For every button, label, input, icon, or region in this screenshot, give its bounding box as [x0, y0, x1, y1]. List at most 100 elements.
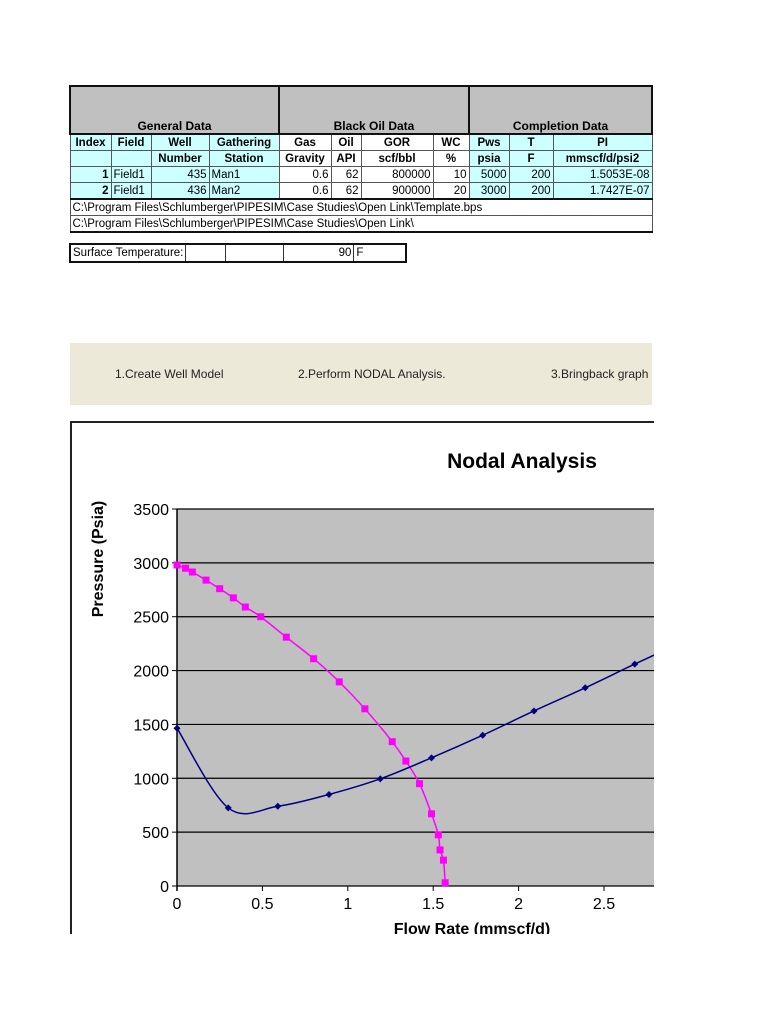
data-point	[224, 804, 232, 812]
column-header[interactable]: GOR	[360, 133, 434, 151]
section-general-data[interactable]: General Data	[69, 85, 280, 135]
empty-cell[interactable]	[185, 243, 227, 263]
x-tick-label: 2.5	[593, 896, 615, 913]
y-tick-label: 2500	[133, 610, 169, 627]
x-tick-label: 1.5	[422, 896, 444, 913]
folder-path-cell[interactable]: C:\Program Files\Schlumberger\PIPESIM\Ca…	[69, 215, 653, 233]
y-tick-label: 3500	[133, 502, 169, 519]
table-cell[interactable]: 1.7427E-07	[552, 182, 653, 200]
column-header[interactable]: Gas	[278, 133, 332, 151]
column-header[interactable]: scf/bbl	[360, 150, 434, 167]
nodal-analysis-chart[interactable]: Nodal Analysis Pressure (Psia) Flow Rate…	[70, 421, 654, 934]
data-point	[274, 802, 282, 810]
column-header[interactable]: Index	[69, 133, 112, 151]
data-point	[631, 660, 639, 668]
table-cell[interactable]: 1	[69, 166, 112, 183]
surface-temperature-row: Surface Temperature: 90 F	[69, 243, 407, 263]
column-header[interactable]: %	[432, 150, 470, 167]
data-point	[325, 790, 333, 798]
data-point	[310, 655, 318, 663]
well-data-table: General Data Black Oil Data Completion D…	[69, 85, 653, 233]
table-cell[interactable]: Man2	[208, 182, 280, 200]
data-point	[427, 754, 435, 762]
column-header[interactable]: psia	[468, 150, 510, 167]
column-header[interactable]: Well	[150, 133, 210, 151]
table-row: 1 Field1 435 Man1 0.6 62 800000 10 5000 200 1.5053…	[69, 166, 653, 183]
column-header[interactable]: WC	[432, 133, 470, 151]
table-cell[interactable]: 436	[150, 182, 210, 200]
header-row: Index Field Well Gathering Gas Oil GOR WC Pws T PI	[69, 133, 653, 151]
column-header[interactable]: Gathering	[208, 133, 280, 151]
x-tick-label: 0	[173, 896, 182, 913]
data-point	[173, 561, 181, 569]
data-point	[388, 738, 396, 746]
y-tick-label: 1500	[133, 717, 169, 734]
y-axis-label: Pressure (Psia)	[90, 501, 107, 618]
empty-cell[interactable]	[225, 243, 285, 263]
column-header[interactable]: Gravity	[278, 150, 332, 167]
y-tick-label: 500	[142, 825, 169, 842]
x-tick-label: 2	[514, 896, 523, 913]
data-point	[436, 846, 444, 854]
data-point	[229, 594, 237, 602]
table-cell[interactable]: Field1	[110, 182, 152, 200]
table-cell[interactable]: 20	[432, 182, 470, 200]
data-point	[376, 775, 384, 783]
table-cell[interactable]: 0.6	[278, 166, 332, 183]
surface-temperature-unit[interactable]: F	[353, 243, 407, 263]
table-cell[interactable]: 200	[508, 182, 554, 200]
surface-temperature-label: Surface Temperature:	[69, 243, 187, 263]
column-header[interactable]: mmscf/d/psi2	[552, 150, 653, 167]
data-point	[335, 678, 343, 686]
data-point	[182, 564, 190, 572]
create-well-model-button[interactable]: 1.Create Well Model	[115, 367, 224, 381]
table-cell[interactable]: 900000	[360, 182, 434, 200]
table-cell[interactable]: 1.5053E-08	[552, 166, 653, 183]
table-cell[interactable]: 10	[432, 166, 470, 183]
y-tick-label: 2000	[133, 664, 169, 681]
table-cell[interactable]: 5000	[468, 166, 510, 183]
bringback-graph-button[interactable]: 3.Bringback graph	[551, 367, 649, 381]
column-header[interactable]: PI	[552, 133, 653, 151]
table-cell[interactable]: 200	[508, 166, 554, 183]
data-point	[441, 879, 449, 887]
column-header[interactable]: T	[508, 133, 554, 151]
data-point	[530, 707, 538, 715]
column-header[interactable]: Number	[150, 150, 210, 167]
surface-temperature-value[interactable]: 90	[283, 243, 355, 263]
data-point	[402, 757, 410, 765]
table-cell[interactable]: 2	[69, 182, 112, 200]
data-point	[479, 731, 487, 739]
column-header[interactable]	[69, 150, 112, 167]
plot-area	[177, 509, 654, 886]
table-row: 2 Field1 436 Man2 0.6 62 900000 20 3000 200 1.7427…	[69, 182, 653, 200]
column-header[interactable]: F	[508, 150, 554, 167]
table-cell[interactable]: Man1	[208, 166, 280, 183]
template-path-cell[interactable]: C:\Program Files\Schlumberger\PIPESIM\Ca…	[69, 198, 653, 216]
perform-nodal-analysis-button[interactable]: 2.Perform NODAL Analysis.	[298, 367, 446, 381]
table-cell[interactable]: 435	[150, 166, 210, 183]
section-black-oil-data[interactable]: Black Oil Data	[278, 85, 470, 135]
y-tick-label: 3000	[133, 556, 169, 573]
column-header[interactable]: Pws	[468, 133, 510, 151]
table-cell[interactable]: 62	[330, 182, 362, 200]
table-cell[interactable]: 62	[330, 166, 362, 183]
table-cell[interactable]: Field1	[110, 166, 152, 183]
column-header[interactable]: Station	[208, 150, 280, 167]
x-axis-label: Flow Rate (mmscf/d)	[394, 921, 550, 934]
column-header[interactable]	[110, 150, 152, 167]
x-tick-label: 0.5	[251, 896, 273, 913]
column-header[interactable]: API	[330, 150, 362, 167]
table-cell[interactable]: 3000	[468, 182, 510, 200]
column-header[interactable]: Field	[110, 133, 152, 151]
data-point	[202, 576, 210, 584]
column-header[interactable]: Oil	[330, 133, 362, 151]
data-point	[434, 831, 442, 839]
x-tick-label: 1	[343, 896, 352, 913]
data-point	[282, 633, 290, 641]
section-completion-data[interactable]: Completion Data	[468, 85, 653, 135]
table-cell[interactable]: 0.6	[278, 182, 332, 200]
y-tick-label: 1000	[133, 771, 169, 788]
table-cell[interactable]: 800000	[360, 166, 434, 183]
